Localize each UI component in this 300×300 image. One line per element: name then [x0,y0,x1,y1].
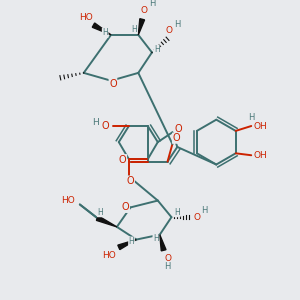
Text: H: H [102,28,108,38]
Text: H: H [98,208,103,217]
Text: O: O [172,133,180,143]
Polygon shape [160,235,166,251]
Text: H: H [174,208,180,217]
Text: O: O [193,213,200,222]
Text: O: O [127,176,134,186]
Text: H: H [248,113,254,122]
Text: O: O [122,202,129,212]
Text: H: H [174,20,181,29]
Text: O: O [109,79,117,88]
Text: HO: HO [102,251,116,260]
Text: O: O [101,122,109,131]
Text: H: H [92,118,99,127]
Polygon shape [118,240,136,250]
Text: O: O [141,6,148,15]
Polygon shape [138,19,145,35]
Text: O: O [164,254,171,262]
Polygon shape [92,23,111,35]
Text: OH: OH [253,122,267,130]
Text: O: O [175,124,182,134]
Text: H: H [154,45,160,54]
Text: H: H [131,25,137,34]
Text: HO: HO [79,13,92,22]
Text: O: O [166,26,173,35]
Text: HO: HO [61,196,75,205]
Text: OH: OH [253,151,267,160]
Polygon shape [96,216,117,227]
Text: H: H [201,206,208,215]
Text: H: H [149,0,155,8]
Text: O: O [119,154,127,165]
Text: H: H [129,237,134,246]
Text: H: H [164,262,171,272]
Text: H: H [153,234,159,243]
